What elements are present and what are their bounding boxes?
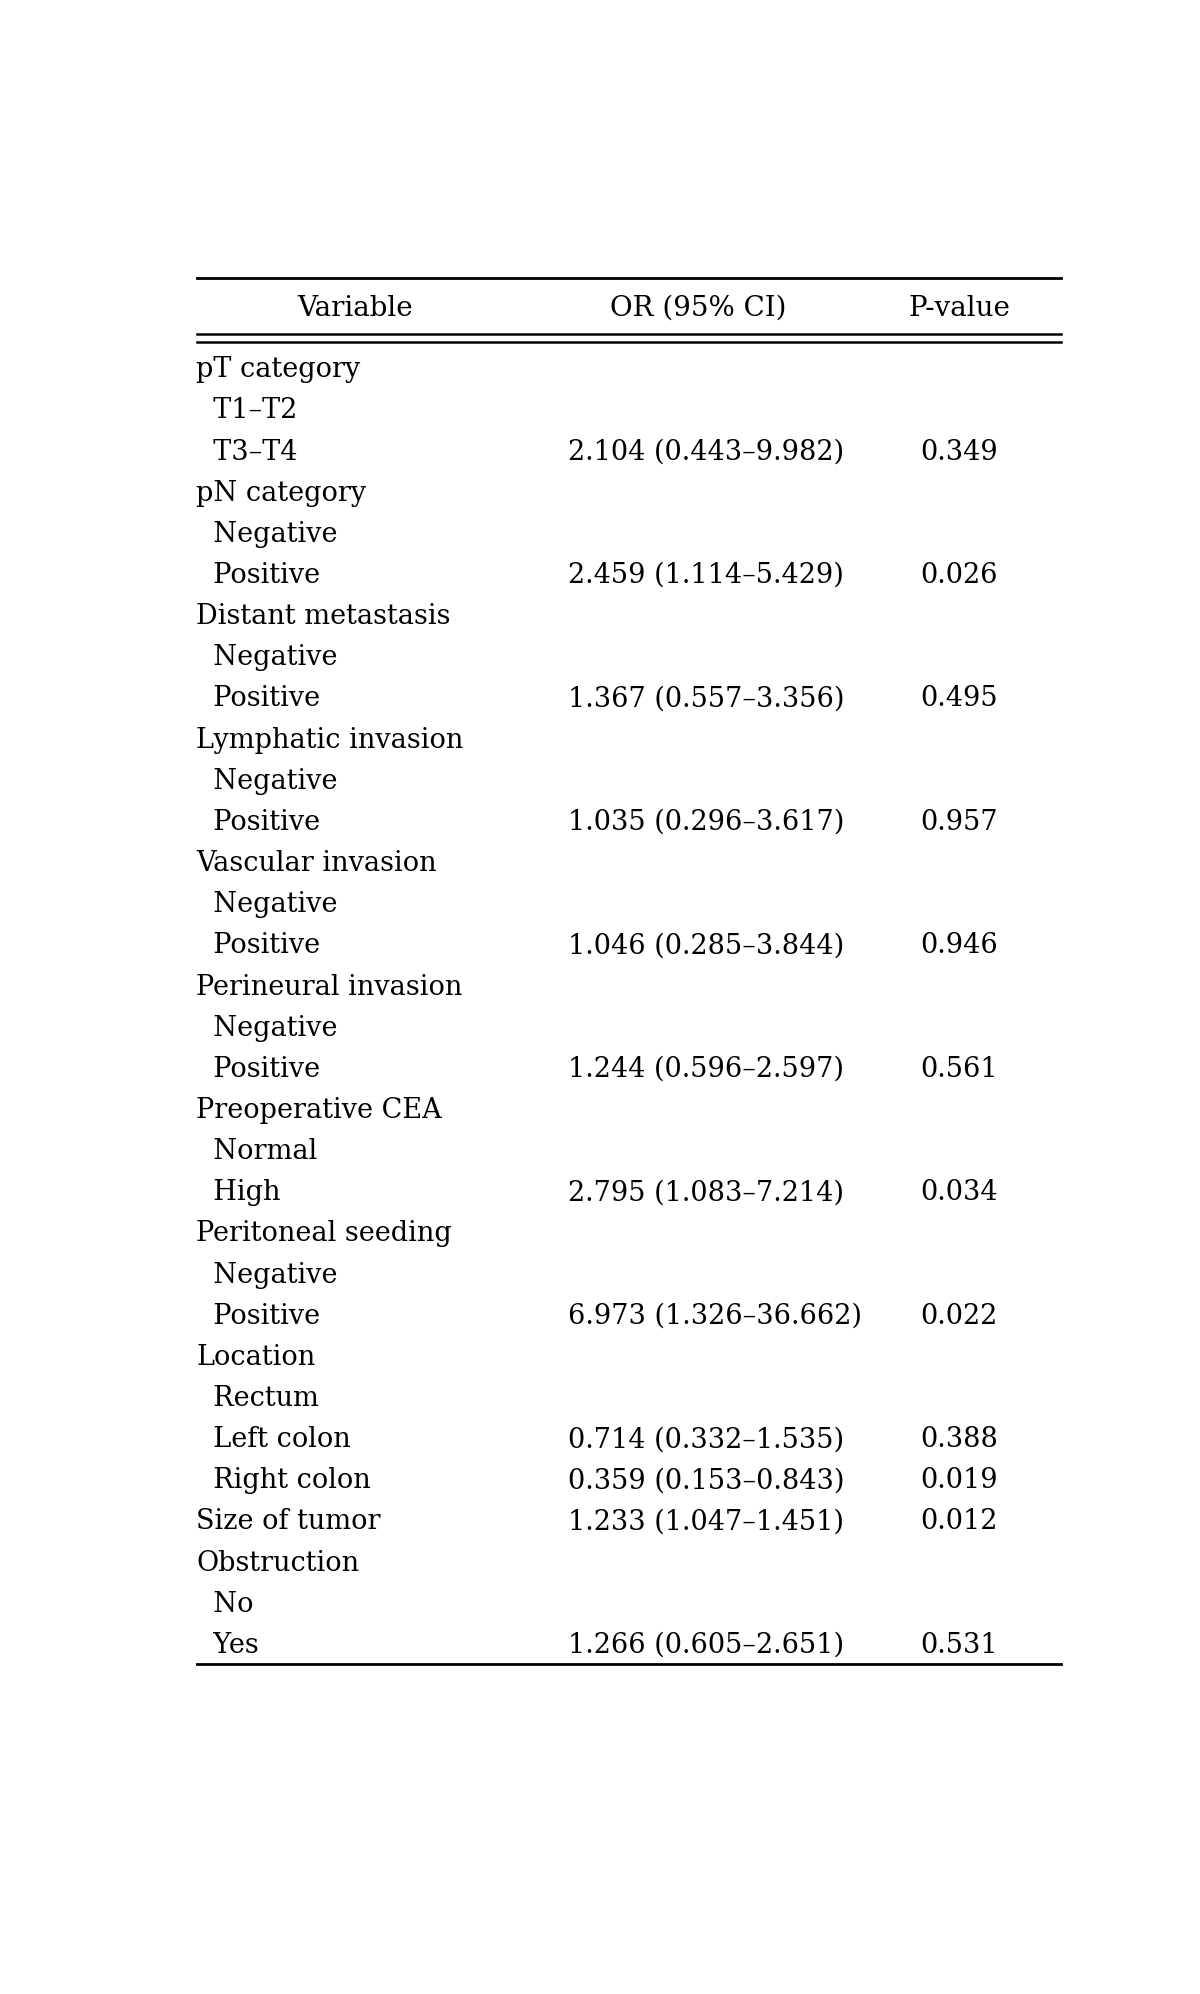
Text: 6.973 (1.326–36.662): 6.973 (1.326–36.662) xyxy=(569,1302,863,1330)
Text: 0.531: 0.531 xyxy=(920,1631,998,1659)
Text: Positive: Positive xyxy=(197,686,320,712)
Text: Positive: Positive xyxy=(197,1302,320,1330)
Text: Lymphatic invasion: Lymphatic invasion xyxy=(197,726,464,754)
Text: 0.561: 0.561 xyxy=(920,1055,998,1083)
Text: Negative: Negative xyxy=(197,768,338,796)
Text: 0.495: 0.495 xyxy=(920,686,998,712)
Text: OR (95% CI): OR (95% CI) xyxy=(611,295,787,321)
Text: pN category: pN category xyxy=(197,481,367,506)
Text: Negative: Negative xyxy=(197,520,338,548)
Text: Perineural invasion: Perineural invasion xyxy=(197,973,463,1001)
Text: 0.349: 0.349 xyxy=(920,439,998,465)
Text: Negative: Negative xyxy=(197,644,338,672)
Text: Location: Location xyxy=(197,1344,316,1370)
Text: Normal: Normal xyxy=(197,1139,318,1164)
Text: Size of tumor: Size of tumor xyxy=(197,1507,382,1535)
Text: Negative: Negative xyxy=(197,891,338,917)
Text: 2.459 (1.114–5.429): 2.459 (1.114–5.429) xyxy=(569,562,845,588)
Text: pT category: pT category xyxy=(197,357,361,383)
Text: Right colon: Right colon xyxy=(197,1468,371,1494)
Text: 0.026: 0.026 xyxy=(920,562,998,588)
Text: 0.359 (0.153–0.843): 0.359 (0.153–0.843) xyxy=(569,1468,845,1494)
Text: Rectum: Rectum xyxy=(197,1386,319,1412)
Text: T1–T2: T1–T2 xyxy=(197,397,298,425)
Text: 0.022: 0.022 xyxy=(920,1302,997,1330)
Text: Negative: Negative xyxy=(197,1015,338,1041)
Text: 2.104 (0.443–9.982): 2.104 (0.443–9.982) xyxy=(569,439,845,465)
Text: Obstruction: Obstruction xyxy=(197,1549,360,1577)
Text: Positive: Positive xyxy=(197,933,320,959)
Text: 0.388: 0.388 xyxy=(920,1426,998,1454)
Text: Positive: Positive xyxy=(197,562,320,588)
Text: 2.795 (1.083–7.214): 2.795 (1.083–7.214) xyxy=(569,1178,845,1206)
Text: 0.019: 0.019 xyxy=(920,1468,998,1494)
Text: 1.046 (0.285–3.844): 1.046 (0.285–3.844) xyxy=(569,933,845,959)
Text: 0.946: 0.946 xyxy=(920,933,998,959)
Text: 1.367 (0.557–3.356): 1.367 (0.557–3.356) xyxy=(569,686,845,712)
Text: 1.035 (0.296–3.617): 1.035 (0.296–3.617) xyxy=(569,810,845,835)
Text: T3–T4: T3–T4 xyxy=(197,439,298,465)
Text: P-value: P-value xyxy=(908,295,1010,321)
Text: 0.034: 0.034 xyxy=(920,1178,998,1206)
Text: Distant metastasis: Distant metastasis xyxy=(197,602,451,630)
Text: 0.012: 0.012 xyxy=(920,1507,997,1535)
Text: High: High xyxy=(197,1178,281,1206)
Text: No: No xyxy=(197,1591,254,1617)
Text: 1.266 (0.605–2.651): 1.266 (0.605–2.651) xyxy=(569,1631,845,1659)
Text: 1.244 (0.596–2.597): 1.244 (0.596–2.597) xyxy=(569,1055,845,1083)
Text: 0.957: 0.957 xyxy=(920,810,998,835)
Text: Positive: Positive xyxy=(197,1055,320,1083)
Text: Variable: Variable xyxy=(296,295,413,321)
Text: Positive: Positive xyxy=(197,810,320,835)
Text: 0.714 (0.332–1.535): 0.714 (0.332–1.535) xyxy=(569,1426,845,1454)
Text: Preoperative CEA: Preoperative CEA xyxy=(197,1097,443,1125)
Text: 1.233 (1.047–1.451): 1.233 (1.047–1.451) xyxy=(569,1507,845,1535)
Text: Negative: Negative xyxy=(197,1262,338,1288)
Text: Vascular invasion: Vascular invasion xyxy=(197,849,437,877)
Text: Yes: Yes xyxy=(197,1631,259,1659)
Text: Left colon: Left colon xyxy=(197,1426,352,1454)
Text: Peritoneal seeding: Peritoneal seeding xyxy=(197,1220,452,1248)
